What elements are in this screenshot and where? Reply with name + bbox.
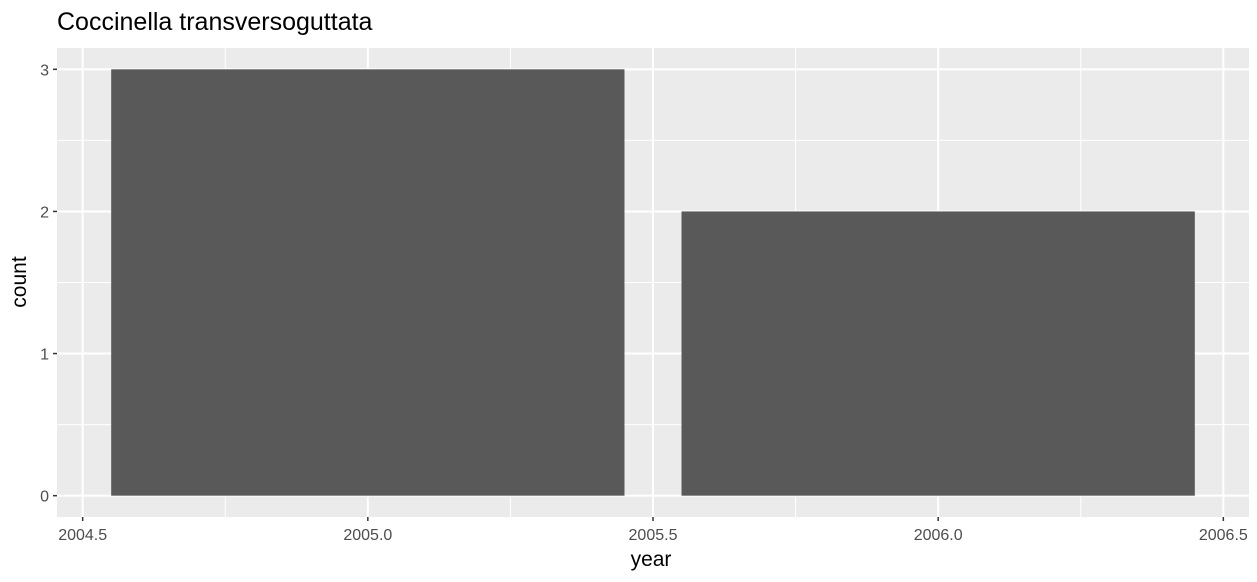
- y-tick-label: 3: [40, 62, 49, 79]
- y-axis: 0 1 2 3: [40, 62, 57, 506]
- x-tick-label: 2005.5: [629, 527, 678, 544]
- x-tick-label: 2006.5: [1199, 527, 1248, 544]
- y-tick-label: 0: [40, 489, 49, 506]
- chart-title: Coccinella transversoguttata: [57, 8, 373, 36]
- x-tick-label: 2004.5: [58, 527, 107, 544]
- x-tick-label: 2006.0: [914, 527, 963, 544]
- y-axis-title: count: [8, 256, 31, 308]
- x-axis-title: year: [631, 548, 672, 571]
- x-axis: 2004.5 2005.0 2005.5 2006.0 2006.5: [58, 517, 1248, 544]
- y-tick-label: 1: [40, 347, 49, 364]
- y-tick-label: 2: [40, 204, 49, 221]
- bar-2005: [111, 69, 625, 496]
- x-tick-label: 2005.0: [343, 527, 392, 544]
- bar-2006: [681, 211, 1195, 496]
- bars: [111, 69, 1195, 496]
